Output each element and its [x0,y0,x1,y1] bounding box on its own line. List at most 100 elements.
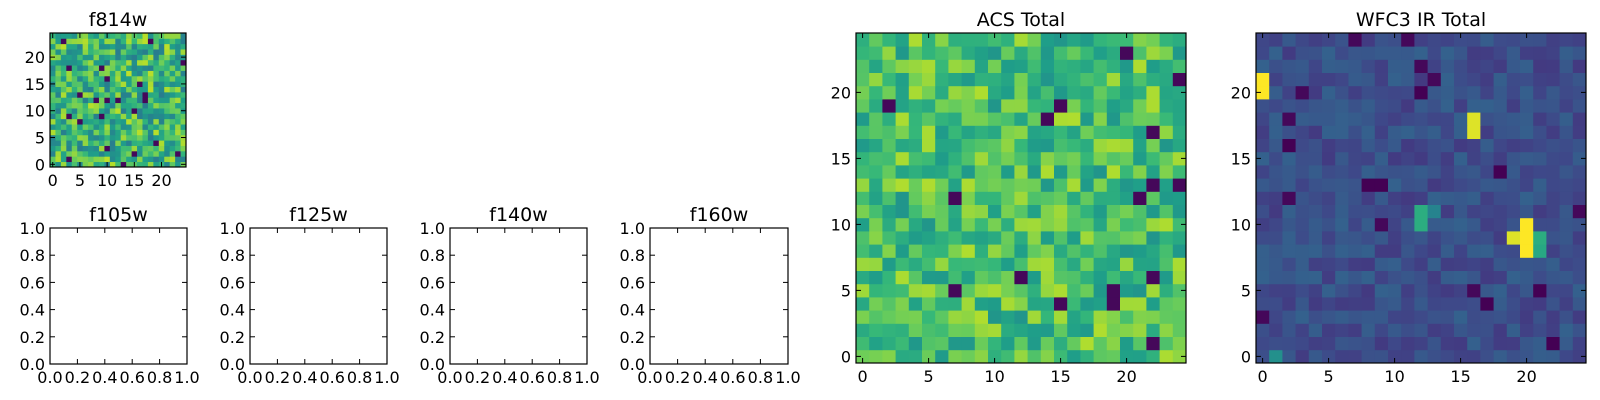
heatmap-cell [142,108,149,114]
heatmap-cell [1269,46,1283,60]
heatmap-cell [55,150,62,157]
heatmap-cell [131,70,138,77]
heatmap-cell [137,118,143,125]
heatmap-cell [948,323,962,337]
heatmap-cell [147,59,154,66]
heatmap-cell [1014,178,1028,192]
chart-title: f105w [89,204,148,226]
heatmap-cell [1322,297,1336,311]
heatmap-cell [1027,138,1042,153]
heatmap-cell [1106,138,1121,153]
heatmap-cell [1348,72,1362,87]
heatmap-cell [1322,336,1336,351]
heatmap-cell [1414,257,1428,271]
heatmap-cell [882,204,896,219]
heatmap-cell [88,59,94,66]
heatmap-cell [1120,349,1134,364]
heatmap-cell [922,112,936,126]
heatmap-cell [1256,336,1270,351]
heatmap-cell [1054,336,1068,351]
heatmap-cell [1335,257,1349,271]
heatmap-cell [1040,112,1055,126]
heatmap-cell [120,54,127,61]
heatmap-cell [1014,72,1028,87]
heatmap-cell [1546,217,1560,232]
heatmap-cell [1282,244,1296,258]
heatmap-cell [1001,46,1015,60]
heatmap-cell [1080,349,1094,364]
heatmap-cell [158,54,165,61]
heatmap-cell [50,118,56,125]
heatmap-cell [77,134,84,141]
heatmap-cell [908,151,923,166]
heatmap-cell [1388,349,1402,364]
heatmap-cell [109,108,116,114]
heatmap-cell [1388,138,1402,153]
heatmap-cell [1120,151,1134,166]
heatmap-cell [60,129,67,136]
heatmap-cell [895,204,910,219]
heatmap-cell [1401,297,1415,311]
heatmap-cell [1440,125,1455,139]
heatmap-cell [175,129,181,136]
heatmap-cell [856,85,870,100]
heatmap-cell [882,191,896,205]
heatmap-cell [98,102,105,109]
heatmap-cell [1027,270,1042,285]
heatmap-cell [1427,99,1442,113]
heatmap-cell [50,43,56,50]
heatmap-cell [1001,112,1015,126]
heatmap-cell [922,336,936,351]
heatmap-cell [1361,349,1376,364]
heatmap-cell [1520,257,1534,271]
heatmap-cell [1322,257,1336,271]
y-tick-label: 1.0 [220,219,245,238]
heatmap-cell [1322,85,1336,100]
heatmap-cell [988,257,1002,271]
heatmap-cell [1374,72,1389,87]
heatmap-cell [1133,257,1147,271]
heatmap-cell [1401,33,1415,47]
heatmap-cell [1269,112,1283,126]
heatmap-cell [164,33,171,39]
heatmap-cell [82,161,89,168]
heatmap-cell [164,97,171,104]
heatmap-cell [1401,138,1415,153]
heatmap-cell [1027,323,1042,337]
heatmap-cell [1374,244,1389,258]
heatmap-cell [1146,323,1160,337]
heatmap-cell [1159,85,1174,100]
heatmap-cell [1080,231,1094,245]
heatmap-cell [1322,204,1336,219]
heatmap-cell [60,65,67,71]
heatmap-cell [961,191,976,205]
heatmap-cell [1001,310,1015,324]
heatmap-cell [1401,336,1415,351]
heatmap-cell [137,102,143,109]
heatmap-cell [1040,257,1055,271]
heatmap-cell [1559,59,1574,73]
heatmap-cell [1374,138,1389,153]
heatmap-cell [908,231,923,245]
heatmap-cell [175,150,181,157]
heatmap-cell [1414,85,1428,100]
heatmap-cell [895,270,910,285]
heatmap-cell [1106,112,1121,126]
heatmap-cell [1001,125,1015,139]
heatmap-cell [71,102,78,109]
heatmap-cell [115,65,122,71]
heatmap-cell [869,283,883,298]
heatmap-cell [147,43,154,50]
heatmap-cell [1308,244,1323,258]
heatmap-cell [88,113,94,120]
heatmap-cell [961,270,976,285]
heatmap-cell [82,54,89,61]
heatmap-cell [77,156,84,163]
heatmap-cell [77,140,84,146]
heatmap-cell [961,151,976,166]
heatmap-cell [1067,46,1081,60]
heatmap-cell [908,165,923,179]
heatmap-cell [1506,59,1521,73]
heatmap-cell [131,118,138,125]
heatmap-cell [1427,151,1442,166]
